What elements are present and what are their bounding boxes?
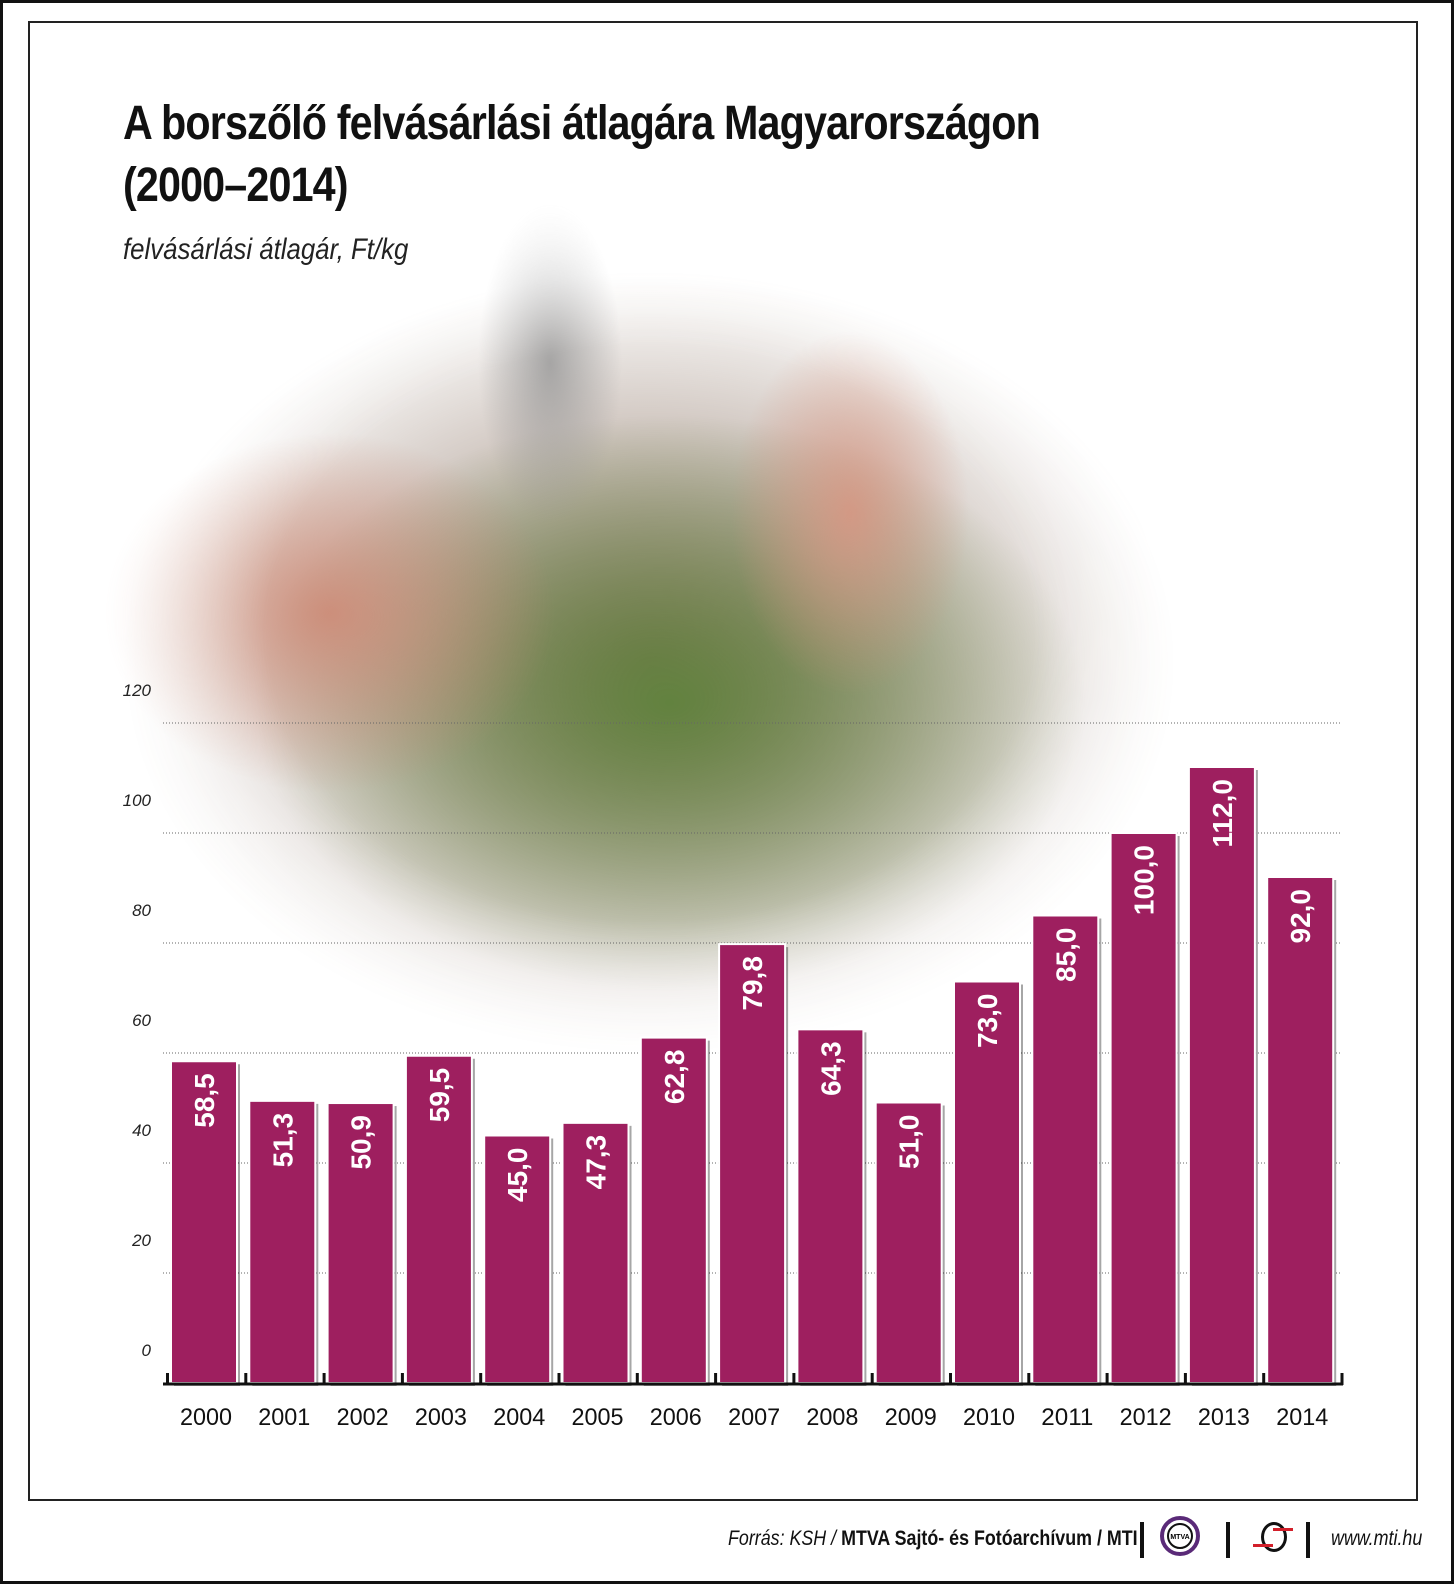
bar-value-label: 50,9: [346, 1115, 377, 1170]
axis-tick: [635, 1373, 639, 1385]
bar-value-label: 85,0: [1050, 928, 1081, 983]
y-tick-label: 60: [132, 1011, 151, 1030]
axis-tick: [949, 1373, 952, 1385]
y-tick-label: 40: [132, 1121, 151, 1140]
bar: [796, 1028, 865, 1384]
axis-tick: [322, 1373, 326, 1385]
bar: [1109, 832, 1178, 1384]
bar: [1266, 876, 1335, 1384]
bar: [874, 1101, 943, 1384]
axis-tick: [1183, 1373, 1187, 1385]
axis-tick: [244, 1373, 248, 1385]
chart-title: A borszőlő felvásárlási átlagára Magyaro…: [123, 93, 1041, 217]
axis-tick: [870, 1373, 874, 1385]
title-line-1: A borszőlő felvásárlási átlagára Magyaro…: [123, 97, 1041, 150]
bar: [718, 943, 787, 1384]
y-tick-label: 80: [132, 901, 151, 920]
x-tick-label: 2010: [963, 1404, 1015, 1431]
bar-value-label: 64,3: [815, 1041, 846, 1096]
bar: [1031, 914, 1100, 1384]
axis-tick: [479, 1373, 483, 1385]
axis-tick: [792, 1373, 796, 1385]
axis-tick: [1340, 1373, 1344, 1385]
bar: [561, 1121, 630, 1384]
axis-tick: [1262, 1373, 1266, 1385]
x-tick-label: 2014: [1276, 1404, 1328, 1431]
x-tick-label: 2008: [806, 1404, 858, 1431]
mtva-logo: MTVA: [1160, 1516, 1200, 1556]
y-tick-label: 120: [123, 681, 152, 700]
bar-value-label: 59,5: [424, 1068, 455, 1123]
x-tick-label: 2013: [1198, 1404, 1250, 1431]
bar: [1187, 766, 1256, 1384]
mtva-logo-text: MTVA: [1167, 1523, 1193, 1549]
x-tick-label: 2003: [415, 1404, 467, 1431]
bar: [404, 1054, 473, 1384]
x-tick-label: 2011: [1041, 1404, 1093, 1431]
bar-value-label: 58,5: [189, 1073, 220, 1128]
x-tick-label: 2001: [258, 1404, 310, 1431]
divider: [1140, 1522, 1144, 1558]
axis-tick: [400, 1373, 404, 1385]
bar-value-label: 47,3: [581, 1135, 612, 1190]
source-prefix: Forrás: KSH /: [728, 1527, 842, 1550]
axis-tick: [1105, 1373, 1109, 1385]
footer: Forrás: KSH / MTVA Sajtó- és Fotóarchívu…: [3, 1508, 1451, 1578]
title-line-2: (2000–2014): [123, 159, 349, 212]
x-tick-label: 2002: [337, 1404, 389, 1431]
website-url: www.mti.hu: [1331, 1527, 1423, 1550]
x-tick-label: 2004: [493, 1404, 545, 1431]
bar-value-label: 45,0: [502, 1148, 533, 1203]
bar-value-label: 51,0: [894, 1115, 925, 1170]
bar-value-label: 79,8: [737, 956, 768, 1011]
bar: [170, 1060, 238, 1384]
y-tick-label: 100: [123, 791, 152, 810]
bar: [248, 1099, 317, 1384]
bar-value-label: 73,0: [972, 994, 1003, 1049]
x-tick-label: 2012: [1120, 1404, 1172, 1431]
mti-logo-icon: [1253, 1522, 1293, 1558]
y-tick-label: 0: [142, 1341, 152, 1360]
y-axis-label: felvásárlási átlagár, Ft/kg: [123, 233, 409, 266]
bar-chart: 0 20 40 60 80 100 120 58,5 2000 51,3 2001 50,9 2002 5…: [123, 681, 1344, 1431]
bar-value-label: 51,3: [267, 1113, 298, 1168]
bar-value-label: 100,0: [1129, 845, 1160, 915]
x-tick-label: 2009: [885, 1404, 937, 1431]
axis-tick: [166, 1373, 169, 1385]
bar-value-label: 62,8: [659, 1050, 690, 1105]
source-publisher: MTVA Sajtó- és Fotóarchívum / MTI: [841, 1527, 1138, 1550]
bar-value-label: 92,0: [1285, 889, 1316, 944]
divider: [1226, 1522, 1230, 1558]
x-tick-label: 2006: [650, 1404, 702, 1431]
x-tick-label: 2005: [572, 1404, 624, 1431]
axis-tick: [714, 1373, 718, 1385]
bar: [639, 1036, 708, 1384]
axis-tick: [1027, 1373, 1031, 1385]
axis-tick: [557, 1373, 561, 1385]
source-text: Forrás: KSH / MTVA Sajtó- és Fotóarchívu…: [728, 1527, 1138, 1551]
y-tick-label: 20: [131, 1231, 151, 1250]
x-tick-label: 2007: [728, 1404, 780, 1431]
bar-value-label: 112,0: [1207, 779, 1238, 848]
x-tick-label: 2000: [180, 1404, 232, 1431]
divider: [1306, 1522, 1310, 1558]
